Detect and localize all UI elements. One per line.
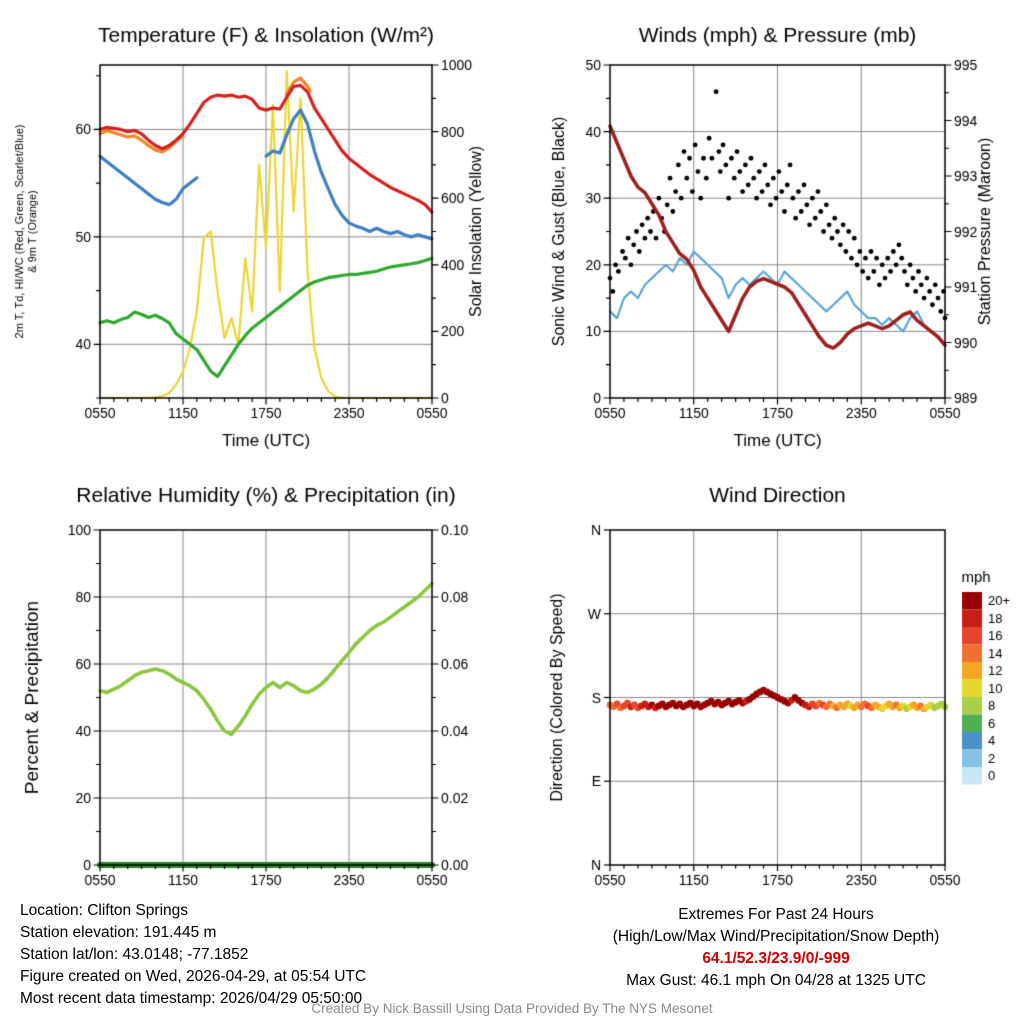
footer: Location: Clifton Springs Station elevat… [0, 900, 1024, 1024]
credit-line: Created By Nick Bassill Using Data Provi… [311, 1001, 713, 1016]
extremes-subtitle: (High/Low/Max Wind/Precipitation/Snow De… [612, 928, 940, 945]
wind-direction-chart [512, 470, 1024, 900]
latlon-line: Station lat/lon: 43.0148; -77.1852 [20, 946, 249, 963]
max-gust-line: Max Gust: 46.1 mph On 04/28 at 1325 UTC [626, 972, 926, 989]
timestamp-line: Most recent data timestamp: 2026/04/29 0… [20, 990, 363, 1007]
station-info-block: Location: Clifton Springs Station elevat… [20, 900, 366, 1010]
extremes-block: Extremes For Past 24 Hours (High/Low/Max… [536, 904, 1016, 992]
created-line: Figure created on Wed, 2026-04-29, at 05… [20, 968, 367, 985]
temperature-insolation-chart [0, 0, 512, 470]
winds-pressure-chart [512, 0, 1024, 470]
elevation-line: Station elevation: 191.445 m [20, 924, 217, 941]
humidity-precip-chart [0, 470, 512, 900]
extremes-values: 64.1/52.3/23.9/0/-999 [702, 950, 850, 967]
location-line: Location: Clifton Springs [20, 902, 189, 919]
extremes-title: Extremes For Past 24 Hours [678, 906, 874, 923]
